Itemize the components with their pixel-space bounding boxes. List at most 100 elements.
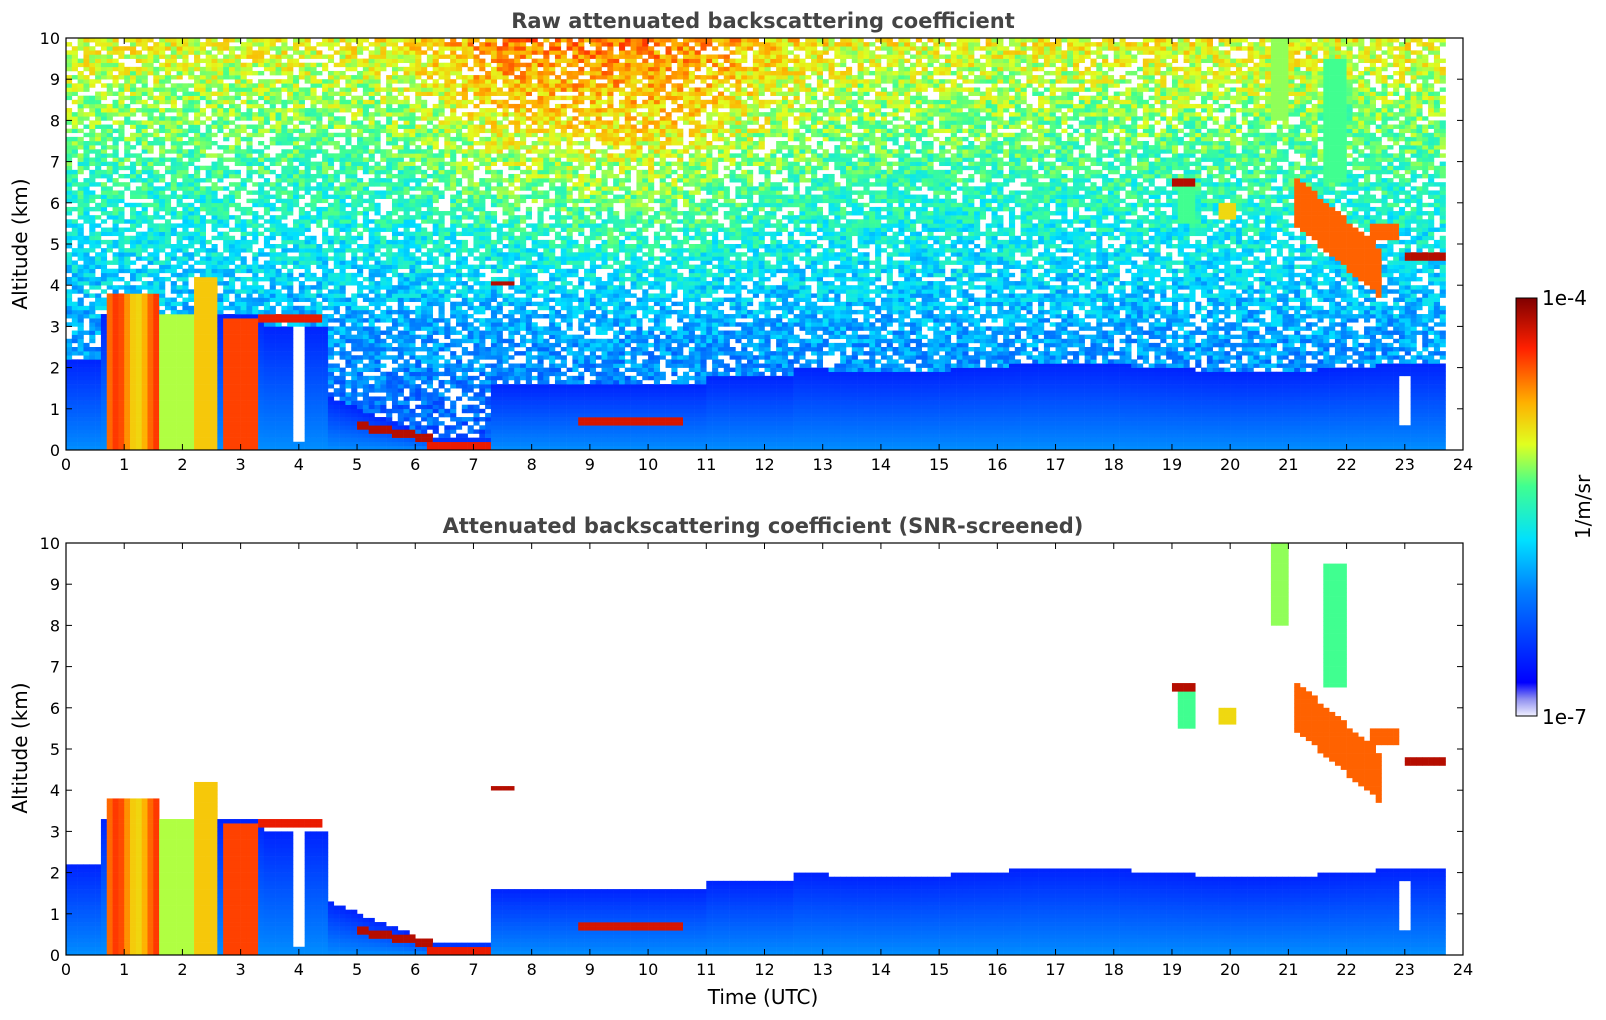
- heatmap-cell: [89, 302, 95, 306]
- heatmap-cell: [153, 174, 159, 178]
- heatmap-cell: [404, 46, 410, 50]
- heatmap-cell: [223, 409, 229, 413]
- heatmap-cell: [310, 186, 316, 190]
- heatmap-cell: [72, 392, 78, 396]
- heatmap-cell: [246, 108, 252, 112]
- heatmap-cell: [299, 75, 305, 79]
- heatmap-cell: [107, 153, 113, 157]
- heatmap-cell: [270, 256, 276, 260]
- heatmap-cell: [334, 71, 340, 75]
- heatmap-cell: [264, 293, 270, 297]
- heatmap-cell: [380, 347, 386, 351]
- heatmap-cell: [322, 335, 328, 339]
- heatmap-cell: [101, 190, 107, 194]
- heatmap-cell: [217, 207, 223, 211]
- heatmap-cell: [357, 203, 363, 207]
- heatmap-cell: [293, 125, 299, 129]
- heatmap-cell: [217, 302, 223, 306]
- heatmap-cell: [340, 351, 346, 355]
- heatmap-cell: [276, 63, 282, 67]
- heatmap-cell: [89, 137, 95, 141]
- heatmap-cell: [357, 322, 363, 326]
- heatmap-cell: [404, 343, 410, 347]
- heatmap-cell: [95, 96, 101, 100]
- heatmap-cell: [270, 281, 276, 285]
- heatmap-cell: [235, 186, 241, 190]
- heatmap-cell: [206, 368, 212, 372]
- heatmap-cell: [258, 120, 264, 124]
- heatmap-cell: [182, 116, 188, 120]
- heatmap-cell: [276, 141, 282, 145]
- heatmap-cell: [153, 310, 159, 314]
- heatmap-cell: [264, 273, 270, 277]
- heatmap-cell: [124, 38, 130, 42]
- heatmap-cell: [72, 120, 78, 124]
- heatmap-cell: [206, 92, 212, 96]
- heatmap-cell: [409, 289, 415, 293]
- heatmap-cell: [66, 174, 72, 178]
- heatmap-cell: [83, 256, 89, 260]
- heatmap-cell: [113, 322, 119, 326]
- heatmap-cell: [287, 351, 293, 355]
- heatmap-cell: [153, 195, 159, 199]
- heatmap-cell: [270, 293, 276, 297]
- heatmap-cell: [159, 409, 165, 413]
- heatmap-cell: [171, 100, 177, 104]
- heatmap-cell: [89, 306, 95, 310]
- heatmap-cell: [328, 120, 334, 124]
- heatmap-cell: [375, 182, 381, 186]
- heatmap-cell: [130, 203, 136, 207]
- heatmap-cell: [375, 54, 381, 58]
- heatmap-cell: [206, 141, 212, 145]
- heatmap-cell: [345, 228, 351, 232]
- heatmap-cell: [118, 434, 124, 438]
- heatmap-cell: [177, 277, 183, 281]
- heatmap-cell: [392, 335, 398, 339]
- heatmap-cell: [386, 63, 392, 67]
- heatmap-cell: [369, 92, 375, 96]
- heatmap-cell: [287, 228, 293, 232]
- heatmap-cell: [118, 46, 124, 50]
- heatmap-cell: [258, 157, 264, 161]
- heatmap-cell: [89, 162, 95, 166]
- heatmap-cell: [182, 306, 188, 310]
- heatmap-cell: [66, 396, 72, 400]
- heatmap-cell: [305, 211, 311, 215]
- heatmap-cell: [404, 178, 410, 182]
- heatmap-cell: [392, 359, 398, 363]
- heatmap-cell: [89, 129, 95, 133]
- heatmap-cell: [118, 339, 124, 343]
- heatmap-cell: [159, 162, 165, 166]
- heatmap-cell: [415, 273, 421, 277]
- heatmap-cell: [89, 355, 95, 359]
- heatmap-cell: [136, 157, 142, 161]
- heatmap-cell: [200, 351, 206, 355]
- heatmap-cell: [171, 256, 177, 260]
- heatmap-cell: [206, 87, 212, 91]
- heatmap-cell: [153, 285, 159, 289]
- heatmap-cell: [363, 252, 369, 256]
- heatmap-cell: [177, 75, 183, 79]
- heatmap-cell: [409, 137, 415, 141]
- heatmap-cell: [194, 252, 200, 256]
- heatmap-cell: [95, 396, 101, 400]
- heatmap-cell: [130, 392, 136, 396]
- heatmap-cell: [363, 285, 369, 289]
- heatmap-cell: [153, 59, 159, 63]
- heatmap-cell: [171, 442, 177, 446]
- heatmap-cell: [124, 376, 130, 380]
- heatmap-cell: [409, 417, 415, 421]
- heatmap-cell: [206, 314, 212, 318]
- heatmap-cell: [299, 38, 305, 42]
- heatmap-cell: [136, 133, 142, 137]
- heatmap-cell: [223, 442, 229, 446]
- heatmap-cell: [409, 108, 415, 112]
- heatmap-cell: [78, 438, 84, 442]
- heatmap-cell: [159, 46, 165, 50]
- heatmap-cell: [281, 331, 287, 335]
- heatmap-cell: [398, 137, 404, 141]
- heatmap-cell: [107, 368, 113, 372]
- heatmap-cell: [340, 190, 346, 194]
- heatmap-cell: [246, 178, 252, 182]
- heatmap-cell: [206, 343, 212, 347]
